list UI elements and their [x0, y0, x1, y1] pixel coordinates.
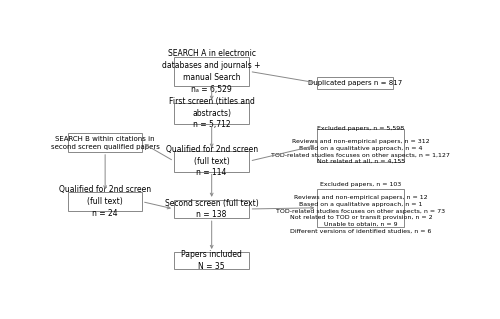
Text: SEARCH B within citations in
second screen qualified papers: SEARCH B within citations in second scre…: [50, 136, 160, 150]
FancyBboxPatch shape: [318, 77, 393, 89]
Text: First screen (titles and
abstracts)
n = 5,712: First screen (titles and abstracts) n = …: [169, 97, 254, 130]
FancyBboxPatch shape: [174, 151, 250, 172]
Text: SEARCH A in electronic
databases and journals +
manual Search
nₐ = 6,529: SEARCH A in electronic databases and jou…: [162, 49, 261, 94]
FancyBboxPatch shape: [174, 57, 250, 85]
FancyBboxPatch shape: [68, 192, 142, 211]
Text: Second screen (full text)
n = 138: Second screen (full text) n = 138: [165, 199, 258, 219]
Text: Excluded papers, n = 5,598

Reviews and non-empirical papers, n = 312
Based on a: Excluded papers, n = 5,598 Reviews and n…: [272, 126, 450, 164]
FancyBboxPatch shape: [174, 103, 250, 124]
FancyBboxPatch shape: [318, 189, 404, 227]
Text: Duplicated papers n = 817: Duplicated papers n = 817: [308, 80, 402, 86]
Text: Qualified for 2nd screen
(full text)
n = 114: Qualified for 2nd screen (full text) n =…: [166, 145, 258, 177]
Text: Excluded papers, n = 103

Reviews and non-empirical papers, n = 12
Based on a qu: Excluded papers, n = 103 Reviews and non…: [276, 182, 446, 234]
Text: Qualified for 2nd screen
(full text)
n = 24: Qualified for 2nd screen (full text) n =…: [59, 185, 151, 218]
FancyBboxPatch shape: [174, 200, 250, 218]
FancyBboxPatch shape: [68, 133, 142, 152]
Text: Papers included
N = 35: Papers included N = 35: [181, 250, 242, 271]
FancyBboxPatch shape: [318, 129, 404, 162]
FancyBboxPatch shape: [174, 252, 250, 269]
